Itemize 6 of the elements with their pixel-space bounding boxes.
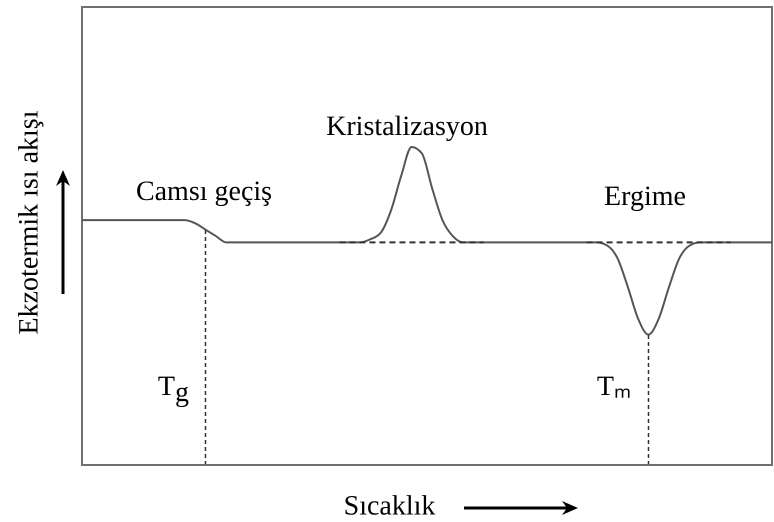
annotation: Tₘ	[596, 371, 631, 402]
y-axis-title: Ekzotermik ısı akışı	[14, 110, 44, 334]
annotation: Camsı geçiş	[136, 176, 272, 207]
annotation: Ergime	[604, 181, 686, 212]
x-axis-title: Sıcaklık	[344, 490, 436, 522]
text: Kristalizasyon	[326, 111, 488, 142]
